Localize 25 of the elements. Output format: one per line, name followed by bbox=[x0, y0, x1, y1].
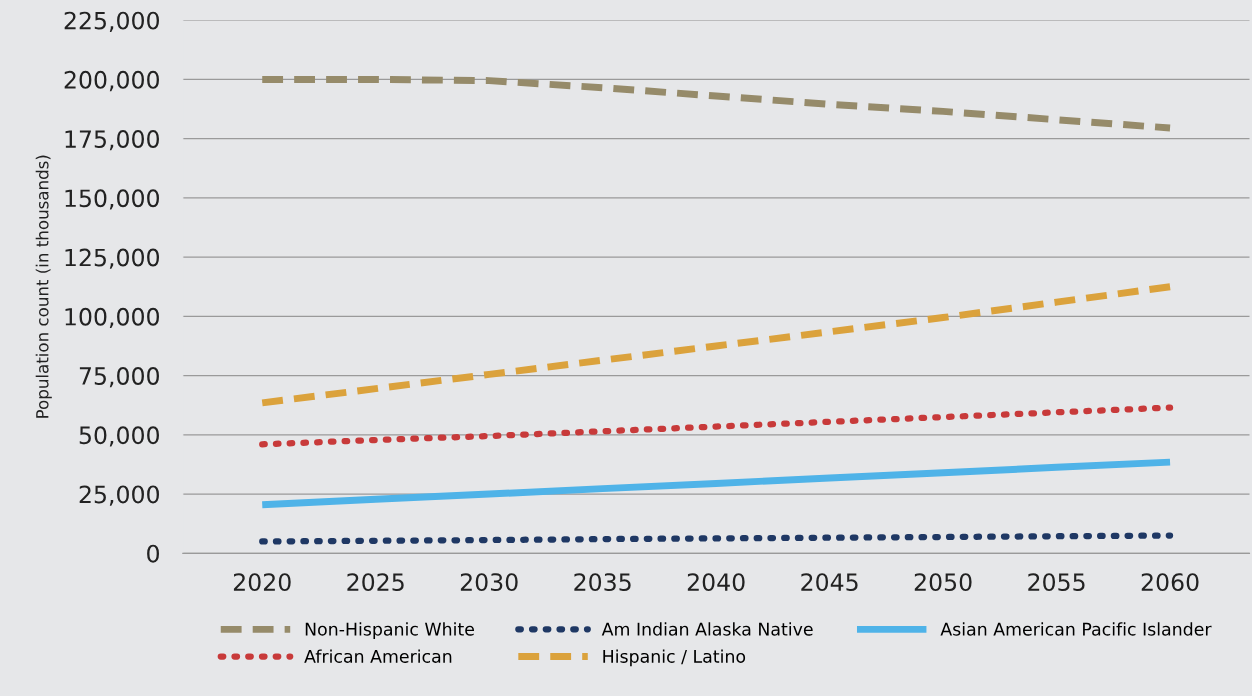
legend-label: Non-Hispanic White bbox=[305, 622, 474, 640]
y-tick-label: 175,000 bbox=[65, 130, 159, 151]
x-tick-label: 2060 bbox=[1141, 573, 1199, 592]
x-tick-label: 2040 bbox=[687, 573, 745, 592]
y-tick-label: 50,000 bbox=[79, 426, 159, 447]
x-tick-label: 2050 bbox=[914, 573, 972, 592]
y-tick-label: 100,000 bbox=[65, 307, 159, 329]
legend-label: Asian American Pacific Islander bbox=[940, 622, 1212, 636]
x-tick-label: 2025 bbox=[347, 573, 404, 592]
x-tick-label: 2020 bbox=[233, 573, 291, 592]
x-tick-label: 2030 bbox=[460, 573, 518, 592]
y-tick-label: 200,000 bbox=[64, 70, 159, 92]
x-tick-label: 2055 bbox=[1028, 573, 1085, 592]
legend-label: Am Indian Alaska Native bbox=[601, 622, 813, 636]
y-tick-label: 225,000 bbox=[64, 11, 159, 32]
y-tick-label: 125,000 bbox=[65, 248, 159, 269]
x-tick-label: 2045 bbox=[801, 573, 858, 592]
y-axis-title: Population count (in thousands) bbox=[35, 155, 52, 418]
legend-label: Hispanic / Latino bbox=[603, 649, 746, 667]
y-tick-label: 0 bbox=[147, 544, 159, 563]
x-tick-label: 2035 bbox=[574, 573, 631, 592]
y-tick-label: 150,000 bbox=[65, 189, 159, 210]
y-tick-label: 75,000 bbox=[79, 367, 159, 388]
legend-label: African American bbox=[304, 649, 452, 663]
y-tick-label: 25,000 bbox=[79, 485, 159, 506]
